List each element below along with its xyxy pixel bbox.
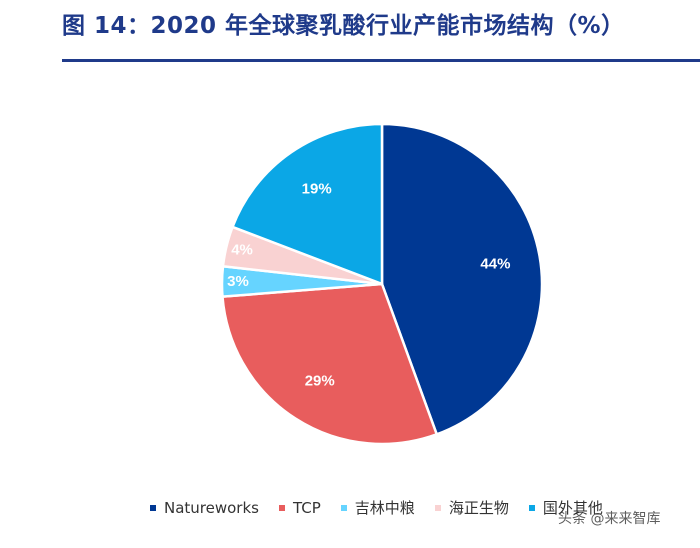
legend-item-natureworks: Natureworks <box>150 499 259 517</box>
pie-slices <box>220 122 544 446</box>
legend-label: 国外其他 <box>542 499 603 517</box>
pie-slice-tcp <box>221 282 438 446</box>
slice-label-tcp: 29% <box>305 372 335 389</box>
legend: Natureworks TCP 吉林中粮 海正生物 国外其他 <box>150 497 623 518</box>
legend-swatch <box>434 504 441 511</box>
pie-slice-foreign-other <box>231 122 384 286</box>
slice-label-foreign-other: 19% <box>302 181 332 198</box>
legend-label: TCP <box>292 498 321 517</box>
legend-item-jilin-cofco: 吉林中粮 <box>340 497 415 518</box>
legend-item-tcp: TCP <box>278 498 321 517</box>
legend-label: 吉林中粮 <box>354 499 415 517</box>
legend-swatch <box>278 504 285 511</box>
pie-slice-natureworks <box>380 122 544 436</box>
pie-labels: 44% 29% 3% 4% 19% <box>227 181 510 390</box>
title-underline <box>62 59 700 62</box>
legend-swatch <box>340 504 347 511</box>
slice-label-natureworks: 44% <box>480 255 510 272</box>
slice-label-haizheng: 4% <box>231 242 253 259</box>
slice-label-jilin-cofco: 3% <box>227 273 249 290</box>
legend-swatch <box>150 504 156 511</box>
chart-title: 图 14：2020 年全球聚乳酸行业产能市场结构（%） <box>62 13 625 39</box>
legend-label: 海正生物 <box>448 499 509 517</box>
legend-item-foreign-other: 国外其他 <box>528 497 603 518</box>
legend-item-haizheng: 海正生物 <box>434 497 509 518</box>
legend-label: Natureworks <box>164 498 259 517</box>
legend-swatch <box>528 504 535 511</box>
watermark: 头条 @来来智库 <box>558 511 661 527</box>
